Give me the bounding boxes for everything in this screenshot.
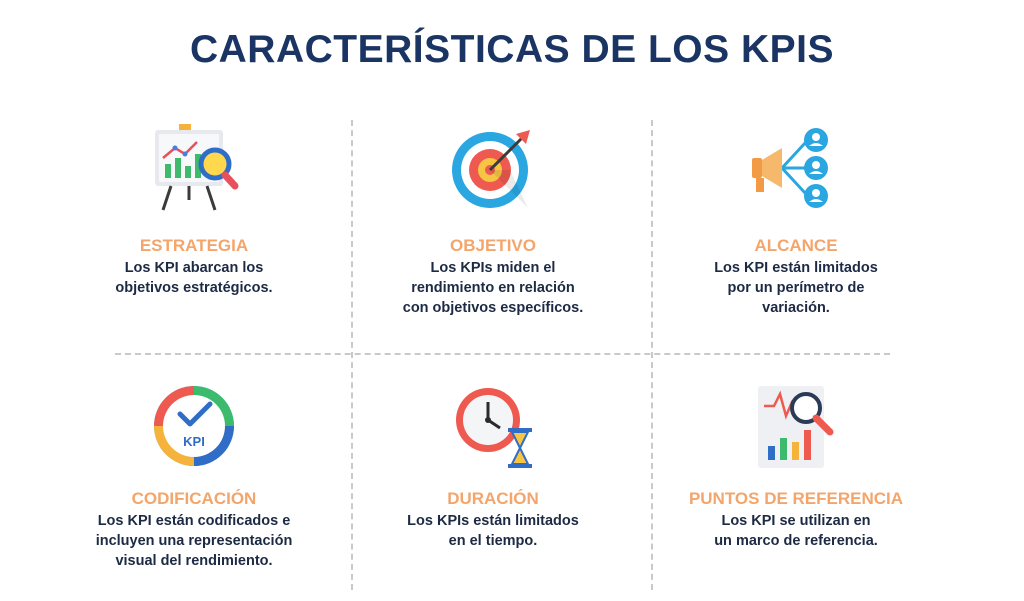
desc-line: Los KPI se utilizan en — [721, 513, 871, 529]
kpi-badge-text: KPI — [183, 434, 205, 449]
desc-line: visual del rendimiento. — [115, 553, 273, 569]
item-label-alcance: ALCANCE — [754, 236, 838, 255]
megaphone-icon — [752, 128, 828, 208]
desc-line: objetivos estratégicos. — [115, 280, 273, 296]
desc-line: variación. — [762, 300, 830, 316]
item-desc-puntos-de-referencia: Los KPI se utilizan en un marco de refer… — [646, 511, 946, 551]
desc-line: incluyen una representación — [95, 533, 293, 549]
desc-line: Los KPI están codificados e — [97, 513, 291, 529]
item-label-duracion: DURACIÓN — [447, 489, 539, 508]
item-label-objetivo: OBJETIVO — [450, 236, 536, 255]
item-label-estrategia: ESTRATEGIA — [139, 236, 249, 255]
desc-line: Los KPI están limitados — [714, 260, 878, 276]
item-desc-alcance: Los KPI están limitados por un perímetro… — [646, 258, 946, 318]
chart-magnifier-icon — [758, 386, 834, 468]
item-desc-duracion: Los KPIs están limitados en el tiempo. — [343, 511, 643, 551]
desc-line: en el tiempo. — [448, 533, 538, 549]
kpi-gauge-icon: KPI — [154, 386, 234, 466]
desc-line: un marco de referencia. — [714, 533, 878, 549]
item-label-codificacion: CODIFICACIÓN — [131, 489, 257, 508]
target-icon — [452, 130, 530, 208]
desc-line: rendimiento en relación — [411, 280, 575, 296]
item-desc-codificacion: Los KPI están codificados e incluyen una… — [44, 511, 344, 571]
desc-line: con objetivos específicos. — [402, 300, 584, 316]
page-title: CARACTERÍSTICAS DE LOS KPIS — [189, 28, 835, 71]
desc-line: Los KPIs están limitados — [407, 513, 579, 529]
item-label-puntos-de-referencia: PUNTOS DE REFERENCIA — [688, 489, 904, 508]
divider-vertical-left — [351, 120, 353, 590]
item-desc-estrategia: Los KPI abarcan los objetivos estratégic… — [44, 258, 344, 298]
clock-hourglass-icon — [456, 388, 532, 468]
item-desc-objetivo: Los KPIs miden el rendimiento en relació… — [343, 258, 643, 318]
desc-line: Los KPI abarcan los — [124, 260, 264, 276]
strategy-board-icon — [155, 124, 239, 211]
desc-line: por un perímetro de — [727, 280, 865, 296]
desc-line: Los KPIs miden el — [430, 260, 556, 276]
divider-horizontal — [115, 353, 890, 355]
divider-vertical-right — [651, 120, 653, 590]
